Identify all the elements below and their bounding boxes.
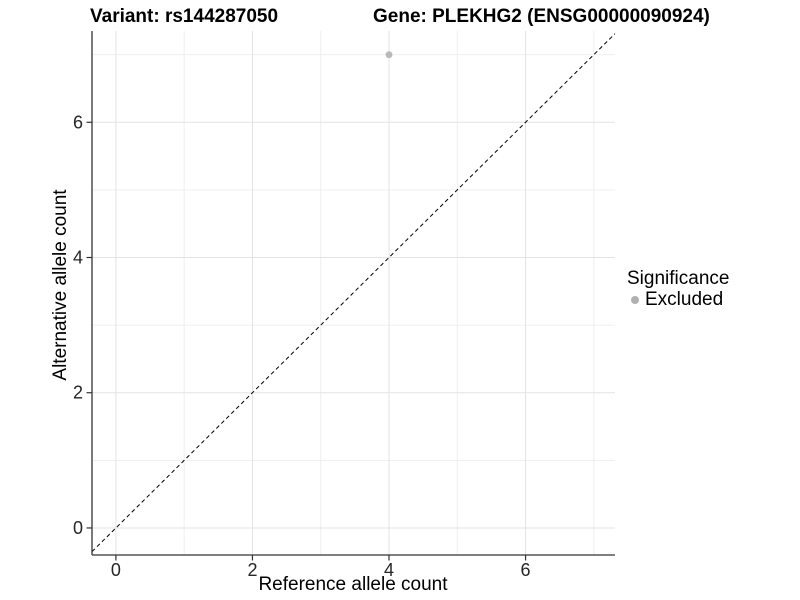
x-axis-title: Reference allele count [258,574,448,595]
y-tick-label: 0 [73,518,83,538]
legend-item-excluded: Excluded [627,289,729,310]
y-tick-label: 2 [73,383,83,403]
x-tick-label: 0 [111,560,121,580]
plot-title-gene: Gene: PLEKHG2 (ENSG00000090924) [373,6,710,27]
y-tick-label: 4 [73,248,83,268]
plot-title-variant: Variant: rs144287050 [90,6,279,27]
legend-title: Significance [627,268,730,289]
legend: Significance Excluded [627,268,729,310]
identity-line [91,33,616,552]
y-tick-label: 6 [73,112,83,132]
legend-key-dot-icon [631,295,639,304]
y-axis-title: Alternative allele count [50,189,71,381]
legend-item-label: Excluded [645,289,724,310]
x-tick-label: 2 [247,560,257,580]
x-tick-label: 6 [521,560,531,580]
x-tick-label: 4 [384,560,394,580]
data-point [385,51,393,59]
